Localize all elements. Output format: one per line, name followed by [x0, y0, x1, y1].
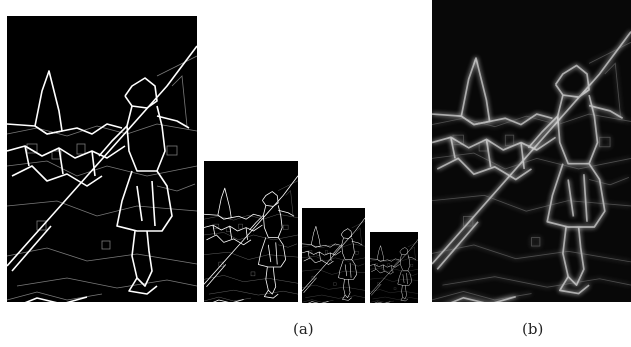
blurred-edge-map [432, 0, 631, 302]
edge-map-scale-3 [302, 208, 365, 303]
caption-b: (b) [522, 320, 544, 338]
edge-map-scale-2 [204, 161, 298, 302]
edge-map-scale-4 [370, 232, 418, 303]
edge-map-scale-1 [7, 16, 197, 302]
caption-a: (a) [293, 320, 314, 338]
